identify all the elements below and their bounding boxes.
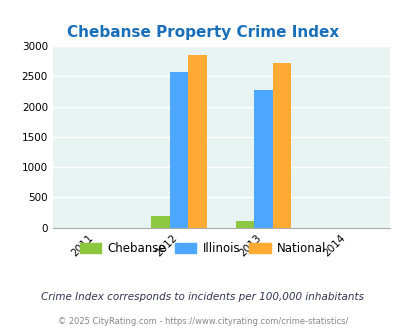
Text: Chebanse Property Crime Index: Chebanse Property Crime Index — [67, 25, 338, 41]
Bar — [169, 72, 188, 228]
Bar — [235, 221, 254, 228]
Text: © 2025 CityRating.com - https://www.cityrating.com/crime-statistics/: © 2025 CityRating.com - https://www.city… — [58, 317, 347, 326]
Bar — [254, 90, 272, 228]
Text: Crime Index corresponds to incidents per 100,000 inhabitants: Crime Index corresponds to incidents per… — [41, 292, 364, 302]
Bar — [272, 63, 290, 228]
Bar — [151, 215, 169, 228]
Bar — [188, 55, 207, 228]
Legend: Chebanse, Illinois, National: Chebanse, Illinois, National — [75, 237, 330, 260]
